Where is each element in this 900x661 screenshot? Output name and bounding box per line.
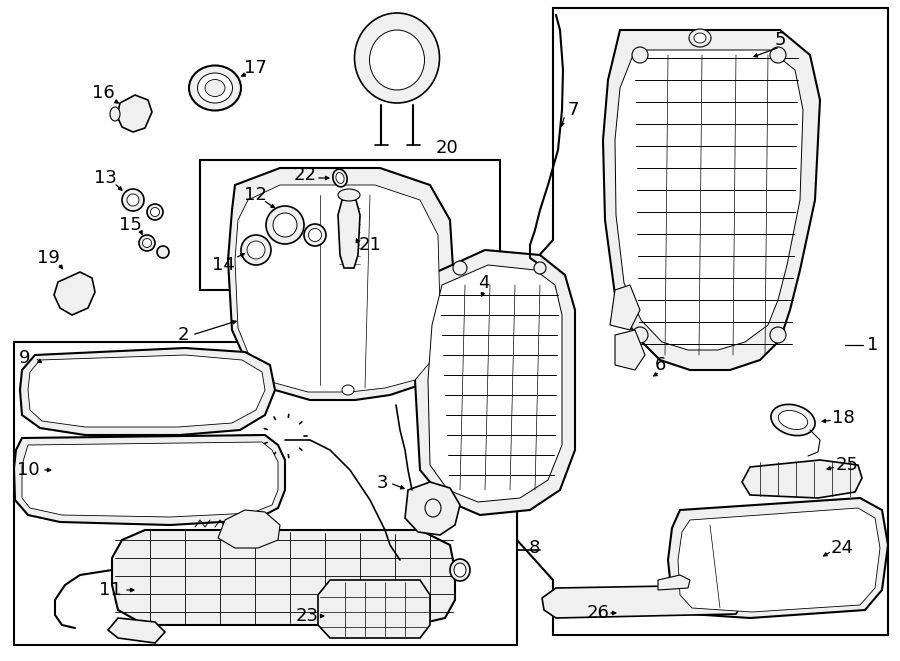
Text: 15: 15 (119, 216, 141, 234)
Ellipse shape (110, 107, 120, 121)
Ellipse shape (147, 204, 163, 220)
Ellipse shape (342, 385, 354, 395)
Text: 4: 4 (478, 274, 490, 292)
Text: 11: 11 (99, 581, 122, 599)
Ellipse shape (142, 239, 151, 247)
Polygon shape (218, 510, 280, 548)
Text: 26: 26 (587, 604, 609, 622)
Ellipse shape (336, 173, 344, 183)
Text: 10: 10 (17, 461, 40, 479)
Polygon shape (20, 348, 275, 435)
Polygon shape (542, 585, 742, 618)
Text: 6: 6 (654, 356, 666, 374)
Polygon shape (658, 575, 690, 590)
Ellipse shape (157, 246, 169, 258)
Ellipse shape (241, 235, 271, 265)
Text: 9: 9 (19, 349, 31, 367)
Polygon shape (117, 95, 152, 132)
Text: 23: 23 (295, 607, 319, 625)
Text: 2: 2 (177, 326, 189, 344)
Ellipse shape (273, 213, 297, 237)
Ellipse shape (689, 29, 711, 47)
Ellipse shape (139, 235, 155, 251)
Polygon shape (54, 272, 95, 315)
Polygon shape (603, 30, 820, 370)
Polygon shape (415, 250, 575, 515)
Polygon shape (14, 435, 285, 525)
Ellipse shape (127, 194, 139, 206)
Text: 17: 17 (244, 59, 266, 77)
Text: 22: 22 (293, 166, 317, 184)
Text: 8: 8 (528, 539, 540, 557)
Polygon shape (517, 8, 888, 635)
Ellipse shape (534, 262, 546, 274)
Polygon shape (668, 498, 888, 618)
Text: 24: 24 (831, 539, 853, 557)
Ellipse shape (247, 241, 265, 259)
Ellipse shape (370, 30, 425, 90)
Polygon shape (14, 342, 517, 645)
Ellipse shape (309, 229, 321, 241)
Ellipse shape (355, 13, 439, 103)
Ellipse shape (197, 73, 232, 103)
Polygon shape (405, 482, 460, 535)
Text: 1: 1 (868, 336, 878, 354)
Text: 12: 12 (244, 186, 266, 204)
Polygon shape (108, 618, 165, 643)
Polygon shape (200, 160, 500, 290)
Text: 18: 18 (832, 409, 854, 427)
Polygon shape (742, 460, 862, 498)
Text: 7: 7 (567, 101, 579, 119)
Ellipse shape (778, 410, 807, 430)
Text: 13: 13 (94, 169, 116, 187)
Polygon shape (338, 200, 360, 268)
Polygon shape (235, 185, 440, 392)
Polygon shape (610, 285, 640, 330)
Polygon shape (28, 355, 265, 427)
Text: 14: 14 (212, 256, 234, 274)
Text: 20: 20 (436, 139, 458, 157)
Ellipse shape (425, 499, 441, 517)
Ellipse shape (189, 65, 241, 110)
Ellipse shape (150, 208, 159, 217)
Ellipse shape (266, 206, 304, 244)
Ellipse shape (770, 47, 786, 63)
Text: 19: 19 (37, 249, 59, 267)
Polygon shape (428, 265, 562, 502)
Ellipse shape (122, 189, 144, 211)
Ellipse shape (333, 169, 347, 187)
Text: 3: 3 (376, 474, 388, 492)
Ellipse shape (632, 47, 648, 63)
Polygon shape (228, 168, 455, 400)
Ellipse shape (771, 405, 815, 436)
Text: 25: 25 (835, 456, 859, 474)
Ellipse shape (694, 33, 706, 43)
Polygon shape (678, 508, 880, 612)
Polygon shape (615, 50, 803, 350)
Polygon shape (112, 530, 455, 625)
Polygon shape (22, 442, 278, 517)
Ellipse shape (770, 327, 786, 343)
Ellipse shape (205, 79, 225, 97)
Polygon shape (615, 330, 645, 370)
Ellipse shape (338, 189, 360, 201)
Ellipse shape (304, 224, 326, 246)
Text: 5: 5 (774, 31, 786, 49)
Ellipse shape (632, 327, 648, 343)
Text: 16: 16 (92, 84, 114, 102)
Ellipse shape (453, 261, 467, 275)
Ellipse shape (454, 563, 466, 577)
Polygon shape (318, 580, 430, 638)
Text: 21: 21 (358, 236, 382, 254)
Ellipse shape (450, 559, 470, 581)
